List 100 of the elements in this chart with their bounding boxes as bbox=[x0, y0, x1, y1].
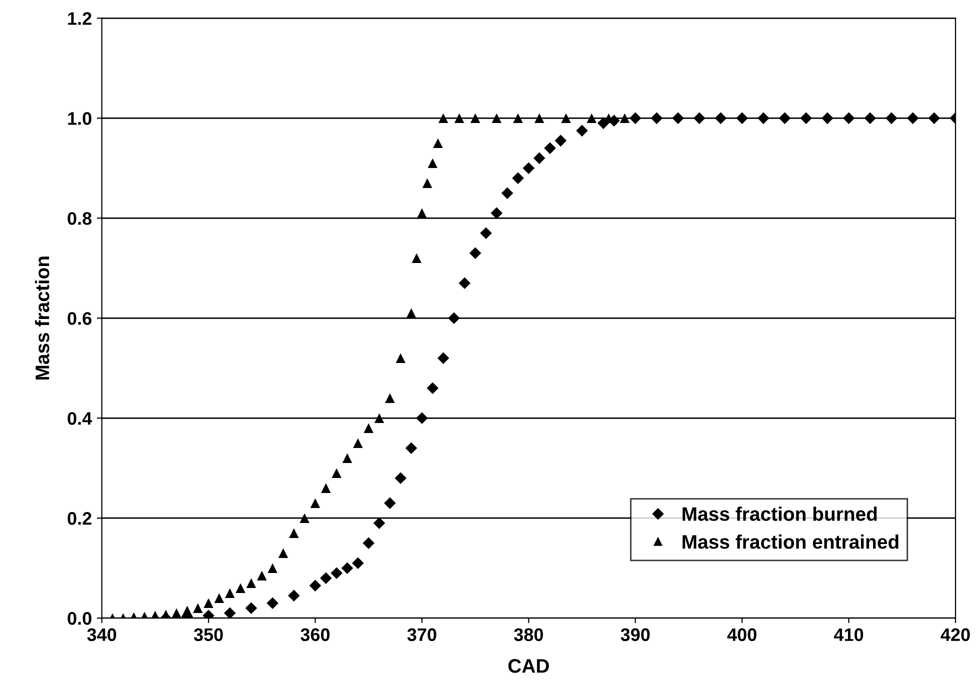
point bbox=[236, 583, 246, 593]
legend-label: Mass fraction burned bbox=[682, 506, 877, 521]
point bbox=[778, 112, 791, 124]
legend-label: Mass fraction entrained bbox=[682, 534, 898, 549]
y-axis-title: Mass fraction bbox=[34, 256, 50, 380]
y-tick-label: 0.6 bbox=[68, 312, 92, 325]
point bbox=[470, 113, 480, 124]
y-tick-label: 0.8 bbox=[68, 212, 92, 225]
point bbox=[629, 112, 642, 124]
point bbox=[650, 112, 663, 124]
point bbox=[362, 537, 374, 550]
point bbox=[268, 563, 278, 573]
point bbox=[512, 172, 524, 184]
point bbox=[672, 112, 684, 124]
point bbox=[245, 602, 258, 614]
point bbox=[758, 112, 770, 124]
point bbox=[480, 227, 492, 240]
point bbox=[714, 112, 727, 124]
point bbox=[364, 423, 374, 433]
point bbox=[534, 113, 544, 124]
point bbox=[341, 562, 354, 574]
point bbox=[694, 112, 706, 124]
point bbox=[406, 308, 416, 318]
point bbox=[513, 113, 523, 124]
y-tick-label: 0.0 bbox=[68, 612, 92, 625]
point bbox=[454, 113, 464, 124]
x-tick-label: 400 bbox=[727, 628, 756, 642]
point bbox=[412, 253, 422, 264]
point bbox=[928, 112, 940, 124]
point bbox=[433, 138, 443, 148]
point bbox=[422, 178, 432, 188]
point bbox=[289, 528, 299, 538]
y-tick-label: 0.2 bbox=[68, 512, 92, 525]
point bbox=[246, 578, 256, 588]
point bbox=[384, 497, 396, 510]
x-tick-label: 390 bbox=[620, 628, 650, 642]
x-tick-label: 380 bbox=[514, 628, 543, 642]
x-tick-label: 360 bbox=[300, 628, 330, 642]
point bbox=[822, 112, 834, 124]
point bbox=[374, 413, 384, 423]
x-axis-title: CAD bbox=[508, 659, 549, 673]
point bbox=[214, 593, 224, 603]
point bbox=[864, 112, 876, 124]
y-tick-label: 0.4 bbox=[68, 412, 92, 425]
point bbox=[522, 162, 535, 174]
point bbox=[458, 277, 471, 290]
point bbox=[353, 438, 363, 448]
point bbox=[561, 113, 571, 124]
point bbox=[576, 124, 588, 137]
point bbox=[182, 606, 192, 616]
point bbox=[330, 567, 342, 579]
y-tick-label: 1.2 bbox=[68, 12, 92, 25]
point bbox=[437, 352, 450, 364]
point bbox=[172, 608, 182, 618]
point bbox=[428, 158, 438, 168]
point bbox=[405, 442, 418, 454]
point bbox=[352, 557, 364, 569]
point bbox=[321, 483, 331, 493]
point bbox=[736, 112, 748, 124]
point bbox=[438, 113, 448, 124]
point bbox=[554, 134, 567, 147]
point bbox=[266, 597, 278, 609]
point bbox=[257, 570, 267, 580]
point bbox=[544, 142, 556, 154]
point bbox=[320, 572, 332, 584]
point bbox=[385, 393, 395, 403]
point bbox=[310, 498, 320, 508]
point bbox=[469, 247, 482, 260]
point bbox=[396, 353, 406, 364]
point bbox=[192, 603, 203, 613]
point bbox=[533, 152, 546, 164]
x-tick-label: 340 bbox=[87, 628, 116, 642]
x-tick-label: 410 bbox=[834, 628, 864, 642]
point bbox=[417, 208, 427, 218]
point bbox=[309, 580, 322, 592]
point bbox=[492, 113, 502, 124]
point bbox=[288, 590, 300, 602]
x-tick-label: 350 bbox=[194, 628, 223, 642]
y-tick-label: 1.0 bbox=[68, 112, 92, 125]
point bbox=[501, 187, 514, 200]
point bbox=[224, 607, 236, 618]
point bbox=[886, 112, 898, 124]
point bbox=[448, 312, 460, 324]
point bbox=[278, 548, 288, 558]
point bbox=[490, 207, 503, 220]
point bbox=[426, 382, 439, 394]
point bbox=[373, 517, 386, 530]
point bbox=[225, 588, 235, 598]
point bbox=[842, 112, 855, 124]
point bbox=[906, 112, 919, 124]
point bbox=[586, 113, 596, 124]
point bbox=[332, 468, 342, 478]
point bbox=[416, 412, 428, 424]
point bbox=[800, 112, 812, 124]
point bbox=[204, 598, 214, 608]
point bbox=[342, 453, 352, 463]
x-tick-label: 420 bbox=[940, 628, 970, 642]
x-tick-label: 370 bbox=[407, 628, 436, 642]
point bbox=[620, 113, 630, 124]
point bbox=[394, 472, 406, 484]
